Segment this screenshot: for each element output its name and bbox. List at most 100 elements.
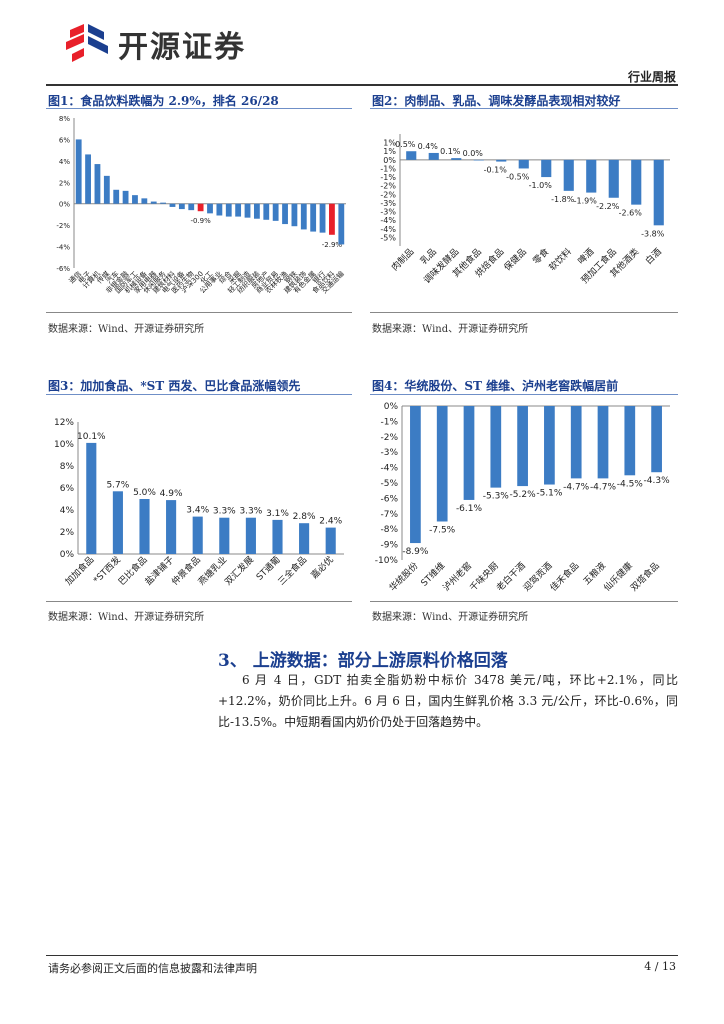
bar xyxy=(263,203,270,220)
category-label: 嘉必优 xyxy=(308,554,336,582)
bar xyxy=(300,203,307,230)
category-label: 双汇发展 xyxy=(222,554,256,588)
footer-disclaimer: 请务必参阅正文后面的信息披露和法律声明 xyxy=(48,962,257,975)
page-number: 4 / 13 xyxy=(644,960,676,973)
data-label: -4.5% xyxy=(617,479,644,489)
data-label: 0.0% xyxy=(463,149,484,158)
data-label: 3.3% xyxy=(213,507,236,517)
category-label: 佳禾食品 xyxy=(547,560,581,594)
bar xyxy=(451,158,462,160)
y-tick-label: 1% xyxy=(383,139,396,148)
bar xyxy=(490,406,502,488)
y-tick-label: 4% xyxy=(60,506,75,516)
data-label: -5.1% xyxy=(536,489,563,499)
y-tick-label: -3% xyxy=(380,199,396,208)
data-label: 10.1% xyxy=(77,432,106,442)
bar xyxy=(338,203,345,245)
figure-2-source: 数据来源：Wind、开源证券研究所 xyxy=(372,324,529,335)
bar xyxy=(570,406,582,479)
bar xyxy=(325,527,336,554)
y-tick-label: -4% xyxy=(56,244,70,252)
bar xyxy=(166,500,177,554)
data-label: 3.3% xyxy=(239,507,262,517)
bar xyxy=(624,406,636,476)
y-tick-label: -10% xyxy=(375,556,399,566)
bar xyxy=(651,406,662,473)
category-label: 啤酒 xyxy=(575,246,596,267)
data-label: -0.1% xyxy=(484,166,508,175)
y-tick-label: -2% xyxy=(56,222,70,230)
bar xyxy=(150,201,157,204)
bar xyxy=(463,406,475,500)
data-label: -7.5% xyxy=(429,526,456,536)
bar xyxy=(563,159,574,191)
y-tick-label: -3% xyxy=(380,208,396,217)
data-label: -8.9% xyxy=(402,547,429,557)
figure-4-title-rule xyxy=(370,394,678,395)
bar xyxy=(219,517,230,554)
data-label: 0.5% xyxy=(395,140,416,149)
y-tick-label: 4% xyxy=(59,158,70,166)
bar xyxy=(410,406,421,544)
bar xyxy=(188,203,195,211)
report-type: 行业周报 xyxy=(627,70,676,84)
data-label: 0.1% xyxy=(440,147,461,156)
category-label: 三全食品 xyxy=(275,554,309,588)
y-tick-label: 8% xyxy=(59,115,70,123)
figure-1-chart: 8%6%4%2%0%-2%-4%-6%通信电子计算机传媒汽车非银金融国防军工机械… xyxy=(56,115,346,295)
category-label: 五粮液 xyxy=(581,560,609,588)
bar xyxy=(244,203,251,218)
y-tick-label: 12% xyxy=(54,418,74,428)
bar xyxy=(291,203,298,227)
bar xyxy=(310,203,317,232)
bar xyxy=(207,203,213,214)
bar xyxy=(139,499,150,554)
y-tick-label: -1% xyxy=(380,164,396,173)
category-label: 肉制品 xyxy=(389,246,417,274)
y-tick-label: 10% xyxy=(54,440,74,450)
bar xyxy=(473,159,484,161)
data-label: 4.9% xyxy=(160,489,183,499)
data-label: 3.1% xyxy=(266,509,289,519)
y-tick-label: -1% xyxy=(380,173,396,182)
data-label: 5.7% xyxy=(106,480,129,490)
figure-2-chart: 1%1%0%-1%-1%-2%-2%-3%-3%-4%-4%-5%0.5%肉制品… xyxy=(380,134,670,286)
bar xyxy=(597,406,609,479)
bar xyxy=(122,190,129,204)
y-tick-label: -2% xyxy=(380,433,398,443)
bar xyxy=(112,491,123,554)
y-tick-label: -6% xyxy=(56,265,70,273)
y-tick-label: -6% xyxy=(380,494,398,504)
bar xyxy=(541,159,552,178)
data-label: -0.9% xyxy=(190,217,211,225)
y-tick-label: -4% xyxy=(380,225,396,234)
bar xyxy=(544,406,555,485)
y-tick-label: -9% xyxy=(380,541,398,551)
figure-3-source: 数据来源：Wind、开源证券研究所 xyxy=(48,612,205,623)
bar xyxy=(169,203,176,207)
data-label: 0.4% xyxy=(418,142,439,151)
y-tick-label: -2% xyxy=(380,182,396,191)
bar xyxy=(245,517,256,554)
brand-logo-icon xyxy=(66,24,108,62)
category-label: 乳品 xyxy=(418,246,439,267)
bar xyxy=(518,159,529,169)
figure-4-title: 图4：华统股份、ST 维维、泸州老窖跌幅居前 xyxy=(372,379,619,393)
bar xyxy=(272,519,283,554)
y-tick-label: 2% xyxy=(60,528,75,538)
data-label: -6.1% xyxy=(456,504,483,514)
data-label: -5.2% xyxy=(510,490,537,500)
bar xyxy=(319,203,326,233)
footer-divider xyxy=(46,955,678,956)
category-label: 白酒 xyxy=(643,246,664,267)
bar xyxy=(197,203,204,212)
header-divider xyxy=(46,84,678,86)
figure-4-chart: 0%-1%-2%-3%-4%-5%-6%-7%-8%-9%-10%-8.9%华统… xyxy=(375,402,670,594)
category-label: 双塔食品 xyxy=(628,560,662,594)
figure-3-title-rule xyxy=(46,394,352,395)
y-tick-label: 0% xyxy=(383,156,396,165)
bar xyxy=(517,406,528,487)
bar xyxy=(653,159,664,226)
category-label: 保健品 xyxy=(501,246,529,274)
bar xyxy=(235,203,242,217)
